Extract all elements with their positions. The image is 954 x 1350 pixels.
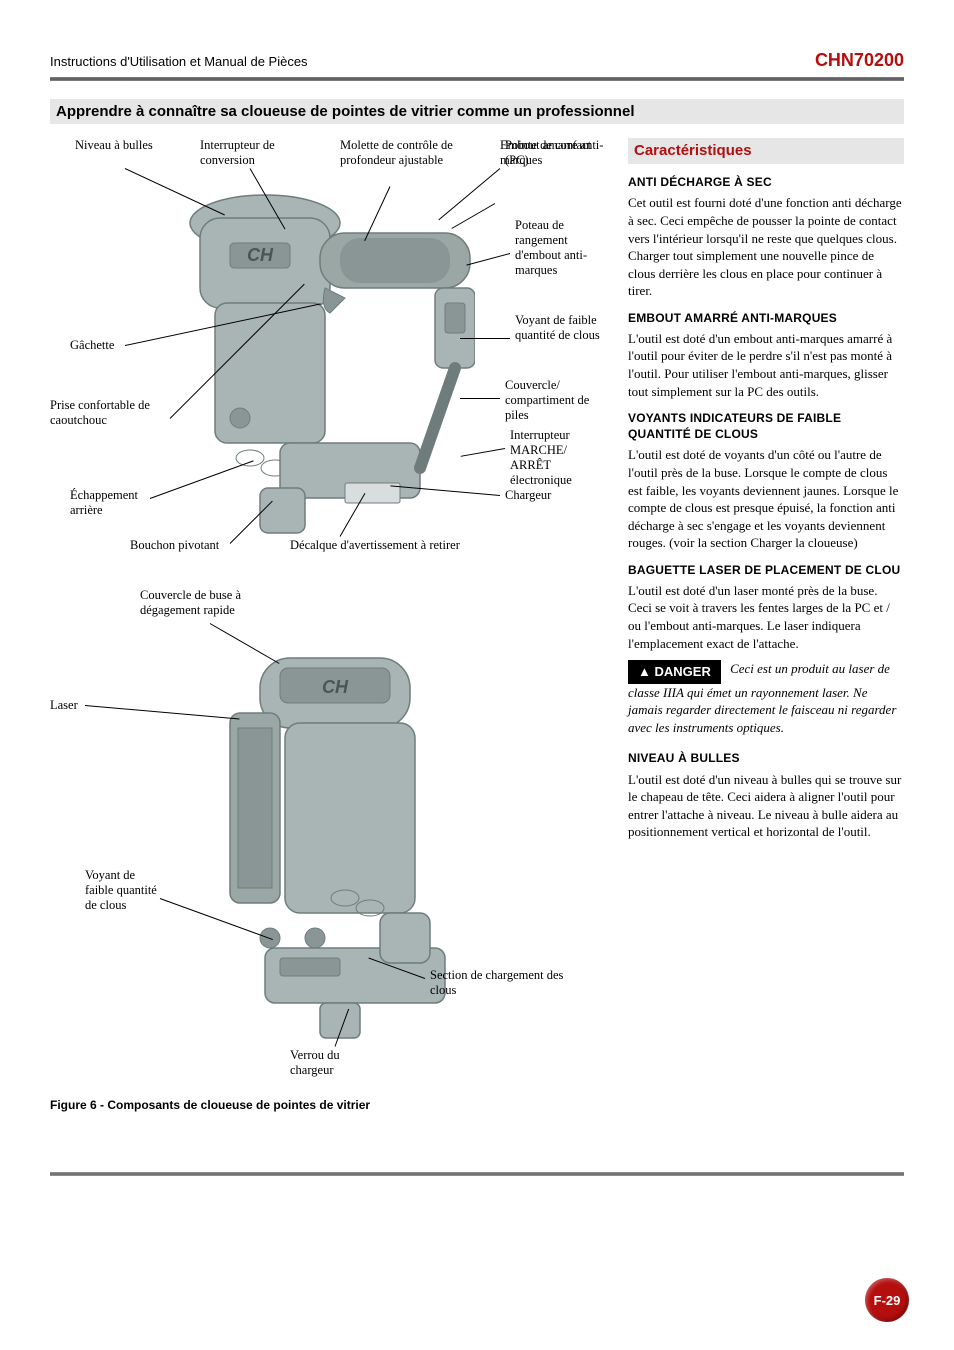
label-couvercle-piles: Couvercle/ compartiment de piles — [505, 378, 615, 423]
danger-callout: ▲ DANGER Ceci est un produit au laser de… — [628, 660, 904, 736]
label-voyant-faible-2: Voyant de faible quantité de clous — [85, 868, 165, 913]
label-verrou: Verrou du chargeur — [290, 1048, 380, 1078]
svg-text:CH: CH — [247, 245, 274, 265]
label-laser: Laser — [50, 698, 78, 713]
label-prise: Prise confortable de caoutchouc — [50, 398, 180, 428]
leader-line — [460, 398, 500, 399]
tool-illustration-side: CH — [145, 188, 475, 538]
label-section-chargement: Section de chargement des clous — [430, 968, 590, 998]
label-molette: Molette de contrôle de profondeur ajusta… — [340, 138, 470, 168]
model-number: CHN70200 — [815, 50, 904, 71]
label-interrupteur-conversion: Interrupteur de conversion — [200, 138, 310, 168]
feature-body-laser: L'outil est doté d'un laser monté près d… — [628, 582, 904, 652]
section-title-bar: Apprendre à connaître sa cloueuse de poi… — [50, 99, 904, 124]
danger-label-text: DANGER — [655, 664, 711, 679]
warning-icon: ▲ — [638, 664, 651, 679]
label-niveau-bulles: Niveau à bulles — [75, 138, 155, 153]
label-voyant-faible: Voyant de faible quantité de clous — [515, 313, 605, 343]
label-echappement: Échappement arrière — [70, 488, 170, 518]
label-gachette: Gâchette — [70, 338, 114, 353]
feature-body-anti-decharge: Cet outil est fourni doté d'une fonction… — [628, 194, 904, 299]
label-decalque: Décalque d'avertissement à retirer — [290, 538, 460, 553]
label-embout-amarre: Embout amarré anti-marques — [500, 138, 610, 168]
manual-title: Instructions d'Utilisation et Manual de … — [50, 54, 308, 69]
feature-title-voyants: VOYANTS INDICATEURS DE FAIBLE QUANTITÉ D… — [628, 410, 904, 442]
header-rule — [50, 77, 904, 81]
feature-title-niveau: NIVEAU À BULLES — [628, 750, 904, 766]
feature-title-embout: EMBOUT AMARRÉ ANTI-MARQUES — [628, 310, 904, 326]
label-chargeur: Chargeur — [505, 488, 551, 503]
label-interrupteur-marche: Interrupteur MARCHE/ ARRÊT électronique — [510, 428, 610, 488]
footer-rule — [50, 1172, 904, 1176]
feature-body-niveau: L'outil est doté d'un niveau à bulles qu… — [628, 771, 904, 841]
tool-illustration-front: CH — [190, 648, 470, 1048]
label-couvercle-buse: Couvercle de buse à dégagement rapide — [140, 588, 290, 618]
feature-body-embout: L'outil est doté d'un embout anti-marque… — [628, 330, 904, 400]
features-heading-bar: Caractéristiques — [628, 138, 904, 164]
danger-label: ▲ DANGER — [628, 660, 721, 684]
diagram-container: CH — [50, 138, 610, 1088]
figure-caption: Figure 6 - Composants de cloueuse de poi… — [50, 1098, 610, 1112]
leader-line — [460, 338, 510, 339]
feature-title-laser: BAGUETTE LASER DE PLACEMENT DE CLOU — [628, 562, 904, 578]
page-number-badge: F-29 — [865, 1278, 909, 1322]
feature-title-anti-decharge: ANTI DÉCHARGE À SEC — [628, 174, 904, 190]
label-poteau: Poteau de rangement d'embout anti-marque… — [515, 218, 605, 278]
feature-body-voyants: L'outil est doté de voyants d'un côté ou… — [628, 446, 904, 551]
svg-text:CH: CH — [322, 677, 349, 697]
label-bouchon: Bouchon pivotant — [130, 538, 219, 553]
